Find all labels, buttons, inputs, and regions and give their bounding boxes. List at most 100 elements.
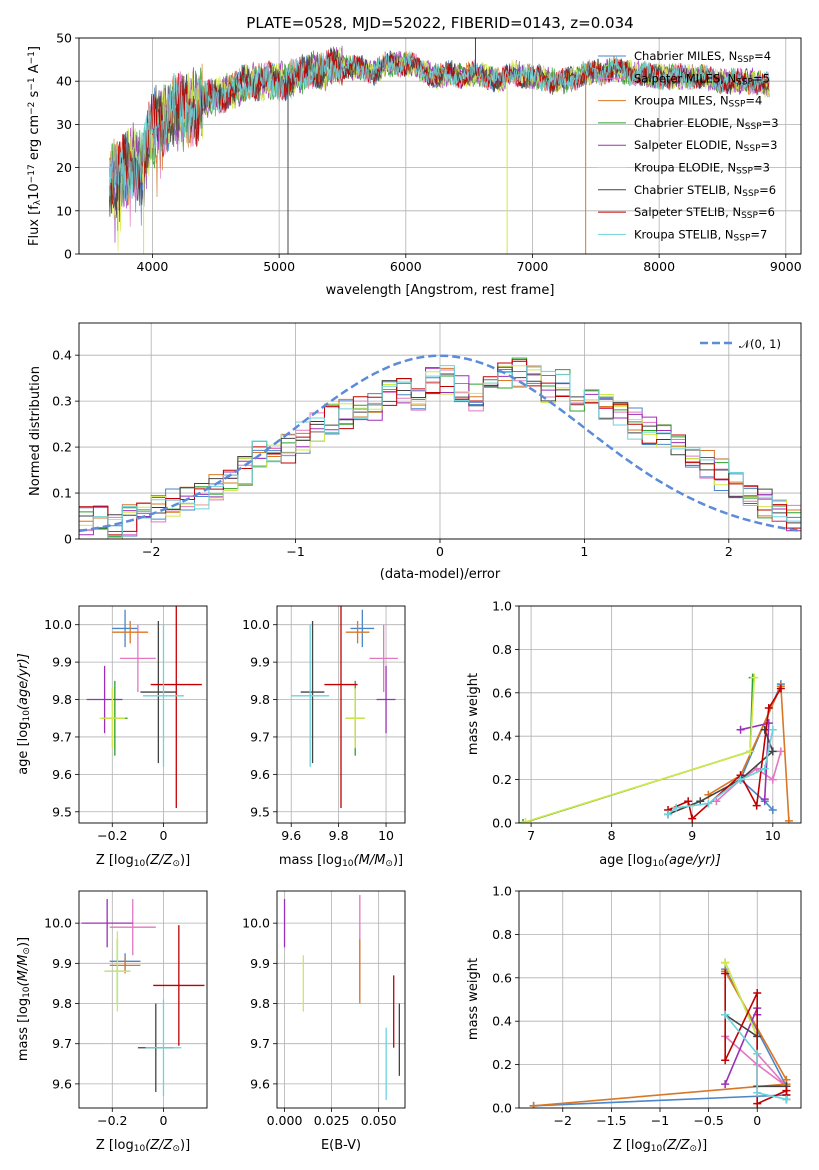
weight-marker [760, 725, 769, 734]
legend-label: Kroupa MILES, NSSP=4 [634, 94, 762, 110]
weight-series [724, 1035, 787, 1087]
weight-marker [684, 797, 693, 806]
x-tick-label: 8000 [643, 259, 675, 274]
y-tick-label: 0.1 [52, 486, 72, 501]
legend-label: Chabrier ELODIE, NSSP=3 [634, 116, 779, 132]
legend-label: Salpeter MILES, NSSP=5 [634, 71, 770, 87]
y-tick-label: 1.0 [492, 599, 512, 614]
y-tick-label: 9.7 [52, 729, 72, 744]
x-tick-label: 0 [160, 1113, 168, 1128]
weight-marker [746, 747, 755, 756]
y-tick-label: 0.4 [492, 1014, 512, 1029]
x-tick-label: 2 [725, 544, 733, 559]
x-tick-label: 0.050 [361, 1113, 397, 1128]
y-tick-label: 9.6 [250, 767, 270, 782]
y-axis-label: mass weight [466, 958, 481, 1040]
weight-series [724, 962, 758, 1037]
weight-marker [721, 969, 730, 978]
legend-label: Kroupa ELODIE, NSSP=3 [634, 161, 770, 177]
y-tick-label: 9.6 [52, 1076, 72, 1091]
legend-label: Chabrier MILES, NSSP=4 [634, 49, 771, 65]
y-tick-label: 0.3 [52, 394, 72, 409]
x-tick-label: 0.025 [314, 1113, 350, 1128]
grid [519, 890, 801, 1109]
y-tick-label: 10.0 [242, 916, 270, 931]
weight-marker [704, 799, 713, 808]
y-tick-label: 50 [56, 31, 72, 46]
weight-marker [768, 747, 777, 756]
x-tick-label: 9.8 [329, 828, 349, 843]
y-tick-label: 0.2 [492, 772, 512, 787]
y-axis-label: age [log10(age/yr)] [16, 653, 32, 775]
weight-marker [521, 817, 530, 823]
y-tick-label: 0 [64, 532, 72, 547]
ticks: 4000 5000 6000 7000 8000 9000 0 10 20 30 40 50 [56, 31, 802, 275]
x-tick-label: 9.6 [281, 828, 301, 843]
weight-marker [753, 1088, 762, 1097]
y-tick-label: 0.8 [492, 927, 512, 942]
plot-area [81, 899, 205, 1096]
weight-marker [784, 816, 793, 823]
legend: 𝒩(0, 1) [700, 337, 781, 351]
axes-frame [78, 37, 802, 255]
weight-series [667, 729, 774, 815]
y-tick-label: 40 [56, 74, 72, 89]
y-axis-label: Normed distribution [28, 366, 43, 496]
grid [277, 891, 405, 1108]
x-tick-label: 10 [765, 828, 781, 843]
y-tick-label: 0.6 [492, 970, 512, 985]
y-tick-label: 9.9 [52, 956, 72, 971]
x-tick-label: 0.000 [267, 1113, 303, 1128]
weight-series [739, 683, 782, 811]
x-axis-label: E(B-V) [321, 1138, 361, 1153]
weight-series [724, 1014, 787, 1101]
y-tick-label: 0.4 [492, 729, 512, 744]
x-tick-label: −2 [554, 1113, 572, 1128]
weight-series [707, 685, 790, 821]
x-tick-label: −1 [651, 1113, 669, 1128]
axes-residuals: −2 −1 0 1 2 0 0.1 0.2 0.3 0.4 [52, 322, 802, 559]
weight-marker [736, 725, 745, 734]
x-axis-label: Z [log10(Z/Z⊙)] [96, 853, 190, 869]
x-tick-label: 10 [378, 828, 394, 843]
weight-marker [721, 1010, 730, 1019]
axes-spectrum: 4000 5000 6000 7000 8000 9000 0 10 20 30 40 50 [56, 31, 802, 275]
axes-frame [518, 890, 802, 1109]
y-tick-label: 9.8 [250, 996, 270, 1011]
x-axis-label: age [log10(age/yr)] [599, 853, 721, 869]
y-tick-label: 9.7 [250, 1036, 270, 1051]
y-tick-label: 9.9 [52, 655, 72, 670]
weight-marker [712, 797, 721, 806]
axes-frame [78, 322, 802, 540]
plot-area [519, 673, 793, 823]
y-tick-label: 9.9 [250, 956, 270, 971]
axes-age_vs_mass: 9.6 9.8 10 9.5 9.6 9.7 9.8 9.9 10.0 [242, 605, 406, 843]
x-tick-label: −1 [286, 544, 304, 559]
x-tick-label: −0.2 [97, 828, 127, 843]
x-tick-label: 9000 [770, 259, 802, 274]
ticks: −0.2 0 9.6 9.7 9.8 9.9 10.0 [44, 916, 167, 1128]
legend-label: 𝒩(0, 1) [739, 337, 781, 351]
axes-weight_vs_Z: −2 −1.5 −1 −0.5 0 0.0 0.2 0.4 0.6 0.8 1.0 [492, 884, 802, 1129]
axes-frame [276, 605, 406, 824]
y-tick-label: 0.0 [492, 1101, 512, 1116]
x-tick-label: 0 [753, 1113, 761, 1128]
weight-marker [768, 725, 777, 734]
x-tick-label: 7000 [517, 259, 549, 274]
x-axis-label: (data-model)/error [380, 567, 501, 582]
x-axis-label: Z [log10(Z/Z⊙)] [96, 1138, 190, 1154]
weight-marker [782, 1095, 791, 1104]
weight-marker [764, 703, 773, 712]
weight-series [525, 677, 756, 823]
weight-marker [529, 1101, 538, 1108]
spectrum-series [109, 46, 770, 223]
x-tick-label: 1 [580, 544, 588, 559]
y-tick-label: 0.8 [492, 642, 512, 657]
ticks: −2 −1 0 1 2 0 0.1 0.2 0.3 0.4 [52, 348, 733, 559]
weight-marker [760, 764, 769, 773]
x-tick-label: 9 [688, 828, 696, 843]
ticks: 7 8 9 10 0.0 0.2 0.4 0.6 0.8 1.0 [492, 599, 781, 844]
ticks: −2 −1.5 −1 −0.5 0 0.0 0.2 0.4 0.6 0.8 1.0 [492, 884, 761, 1129]
y-tick-label: 9.8 [52, 692, 72, 707]
weight-marker [776, 684, 785, 693]
